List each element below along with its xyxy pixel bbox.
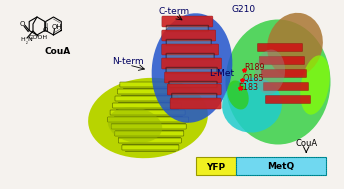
Text: C-term: C-term: [159, 8, 190, 16]
FancyBboxPatch shape: [164, 72, 222, 83]
Text: R189: R189: [245, 64, 265, 73]
FancyBboxPatch shape: [261, 70, 307, 77]
Ellipse shape: [152, 13, 232, 123]
Ellipse shape: [222, 77, 282, 132]
Text: CouA: CouA: [295, 139, 317, 147]
FancyBboxPatch shape: [115, 131, 184, 136]
FancyBboxPatch shape: [166, 53, 214, 60]
FancyBboxPatch shape: [162, 44, 219, 55]
FancyBboxPatch shape: [110, 110, 185, 115]
FancyBboxPatch shape: [118, 138, 181, 143]
Ellipse shape: [300, 55, 330, 115]
FancyBboxPatch shape: [266, 95, 311, 104]
FancyBboxPatch shape: [112, 103, 182, 108]
FancyBboxPatch shape: [115, 96, 178, 101]
FancyBboxPatch shape: [162, 16, 213, 27]
Bar: [236, 157, 326, 175]
Ellipse shape: [267, 13, 323, 77]
Ellipse shape: [226, 19, 331, 145]
Text: N: N: [28, 37, 32, 42]
Text: O: O: [20, 22, 25, 28]
Text: YFP: YFP: [206, 163, 226, 171]
FancyBboxPatch shape: [166, 26, 208, 32]
Text: G210: G210: [232, 5, 256, 15]
FancyBboxPatch shape: [166, 40, 211, 46]
Text: N-term: N-term: [112, 57, 144, 67]
FancyBboxPatch shape: [122, 145, 179, 150]
FancyBboxPatch shape: [170, 98, 221, 109]
FancyBboxPatch shape: [108, 117, 189, 122]
Text: OH: OH: [51, 24, 62, 30]
FancyBboxPatch shape: [166, 67, 217, 74]
FancyBboxPatch shape: [264, 83, 309, 91]
Bar: [236, 157, 326, 175]
Text: ₂: ₂: [26, 40, 28, 45]
Ellipse shape: [255, 50, 285, 94]
Text: MetQ: MetQ: [267, 163, 294, 171]
Ellipse shape: [88, 78, 208, 158]
Text: E183: E183: [238, 84, 258, 92]
FancyBboxPatch shape: [169, 81, 217, 88]
Ellipse shape: [227, 81, 249, 109]
Text: L-Met: L-Met: [209, 68, 235, 77]
FancyBboxPatch shape: [162, 30, 216, 41]
Bar: [196, 157, 236, 175]
FancyBboxPatch shape: [172, 94, 217, 99]
FancyBboxPatch shape: [111, 124, 186, 129]
Text: H: H: [21, 37, 25, 42]
FancyBboxPatch shape: [258, 43, 302, 51]
Text: O: O: [43, 26, 49, 33]
FancyBboxPatch shape: [167, 84, 221, 95]
Text: CouA: CouA: [45, 47, 71, 57]
FancyBboxPatch shape: [162, 58, 222, 69]
Ellipse shape: [108, 107, 162, 143]
FancyBboxPatch shape: [259, 57, 304, 64]
FancyBboxPatch shape: [120, 82, 171, 87]
Text: COOH: COOH: [29, 35, 47, 40]
Text: Q185: Q185: [242, 74, 264, 83]
FancyBboxPatch shape: [117, 89, 174, 94]
